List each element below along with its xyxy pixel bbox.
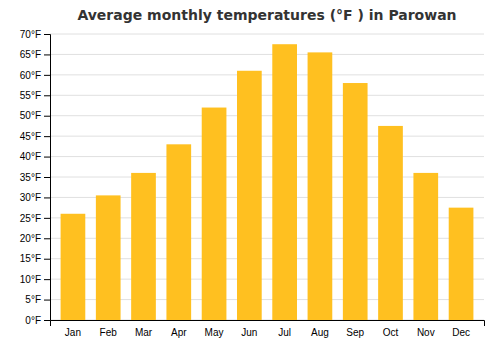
x-tick-label: Jan [65,327,81,338]
y-tick-label: 65°F [20,49,41,60]
y-tick-label: 10°F [20,274,41,285]
x-tick-label: Mar [135,327,153,338]
y-tick-mark [44,75,50,76]
y-tick: 55°F [20,90,50,101]
x-tick-label: Jul [278,327,291,338]
y-tick: 20°F [20,233,50,244]
x-tick-label: May [205,327,224,338]
y-tick: 45°F [20,131,50,142]
x-tick: Jul [278,327,291,338]
y-tick-label: 55°F [20,90,41,101]
y-tick: 40°F [20,151,50,162]
y-tick-label: 30°F [20,192,41,203]
y-tick: 15°F [20,253,50,264]
y-tick-label: 70°F [20,29,41,40]
y-tick-label: 0°F [25,315,41,326]
x-tick: Dec [452,327,470,338]
y-tick: 25°F [20,213,50,224]
y-tick: 10°F [20,274,50,285]
x-tick: Mar [135,327,153,338]
y-tick-mark [44,136,50,137]
bar [272,44,297,320]
x-tick: Apr [171,327,187,338]
grid-line [50,95,484,96]
y-tick-mark [44,34,50,35]
bar [237,71,262,320]
x-tick: Jun [241,327,257,338]
y-tick-label: 45°F [20,131,41,142]
x-tick-label: Apr [171,327,187,338]
x-tick-label: Dec [452,327,470,338]
y-tick: 65°F [20,49,50,60]
bar [202,108,227,320]
y-tick-mark [44,177,50,178]
x-tick: Oct [383,327,399,338]
bar [61,214,86,320]
grid-line [50,74,484,75]
x-tick: Nov [417,327,435,338]
x-axis: Jan Feb Mar Apr May Jun Jul Aug Sep Oct Nov Dec [51,321,485,339]
y-tick-mark [44,238,50,239]
x-tick: Feb [100,327,118,338]
y-tick-label: 50°F [20,110,41,121]
bar [413,173,438,320]
y-tick-label: 15°F [20,253,41,264]
bar [96,195,121,320]
bar [343,83,368,320]
y-tick: 70°F [20,29,50,40]
y-tick-mark [44,279,50,280]
x-tick: Jan [65,327,81,338]
y-tick-mark [44,157,50,158]
grid-line [50,34,484,35]
grid-line [50,115,484,116]
plot: 0°F 5°F 10°F 15°F 20°F 25°F 30°F 35°F 40°F 45°F 50… [20,29,485,338]
y-tick-label: 35°F [20,172,41,183]
y-tick-mark [44,116,50,117]
y-tick-mark [44,54,50,55]
y-tick-mark [44,320,50,321]
y-tick-label: 20°F [20,233,41,244]
bar [449,208,474,320]
grid-line [50,136,484,137]
y-axis: 0°F 5°F 10°F 15°F 20°F 25°F 30°F 35°F 40°F 45°F 50… [20,29,51,326]
grid-line [50,156,484,157]
bars [61,44,474,320]
bar [131,173,156,320]
x-tick-label: Feb [100,327,118,338]
grid-line [50,54,484,55]
x-tick-label: Oct [383,327,399,338]
y-tick-label: 60°F [20,70,41,81]
grid [50,34,484,320]
y-tick: 30°F [20,192,50,203]
y-tick-label: 25°F [20,213,41,224]
y-tick: 5°F [25,294,50,305]
title: Average monthly temperatures (°F ) in Pa… [77,7,456,23]
y-tick-mark [44,218,50,219]
chart: 0°F 5°F 10°F 15°F 20°F 25°F 30°F 35°F 40°F 45°F 50… [0,0,500,350]
y-tick-label: 5°F [25,294,41,305]
x-tick-label: Aug [311,327,329,338]
x-axis-line [51,321,485,327]
y-tick: 50°F [20,110,50,121]
x-tick-label: Sep [346,327,364,338]
y-tick-label: 40°F [20,151,41,162]
y-tick: 60°F [20,70,50,81]
y-axis-line [44,35,51,321]
y-tick: 0°F [25,315,50,326]
y-tick-mark [44,95,50,96]
bar [166,144,191,320]
y-tick-mark [44,300,50,301]
y-tick: 35°F [20,172,50,183]
x-tick-label: Jun [241,327,257,338]
x-tick: Aug [311,327,329,338]
bar [308,52,333,320]
x-tick: Sep [346,327,364,338]
x-tick-label: Nov [417,327,435,338]
y-tick-mark [44,197,50,198]
bar [378,126,403,320]
y-tick-mark [44,259,50,260]
x-tick: May [205,327,224,338]
